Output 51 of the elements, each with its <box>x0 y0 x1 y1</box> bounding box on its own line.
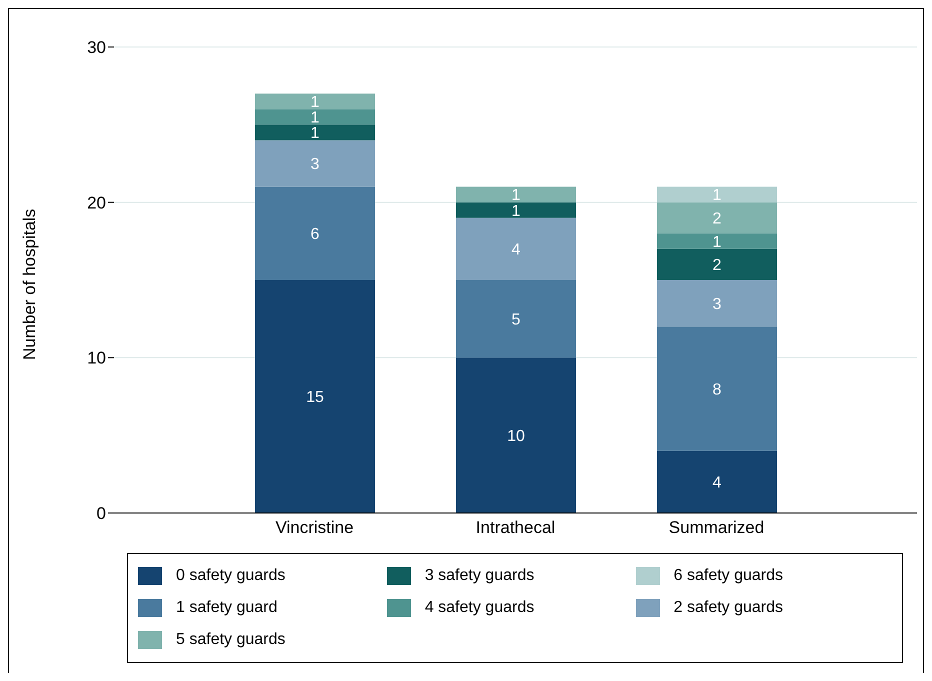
data-label: 6 <box>310 226 320 244</box>
data-label: 1 <box>310 125 320 142</box>
data-label: 1 <box>512 187 521 204</box>
data-label: 1 <box>712 187 722 204</box>
data-label: 3 <box>310 156 320 174</box>
bar <box>456 202 576 218</box>
bar <box>456 186 576 202</box>
bar <box>657 186 777 202</box>
x-tick-label: Summarized <box>668 518 764 538</box>
x-tick-label: Intrathecal <box>476 518 556 538</box>
data-label: 2 <box>712 257 722 274</box>
y-tick-label: 30 <box>87 38 106 58</box>
x-tick-label: Vincristine <box>275 518 354 538</box>
bar <box>255 186 375 280</box>
y-tick-label: 20 <box>87 193 106 212</box>
bar <box>657 233 777 249</box>
bar <box>255 124 375 140</box>
legend-label: 6 safety guards <box>674 567 784 584</box>
data-label: 5 <box>512 312 521 329</box>
data-label: 1 <box>512 202 521 220</box>
data-label: 10 <box>507 428 525 446</box>
data-label: 2 <box>712 210 722 228</box>
y-axis-title: Number of hospitals <box>20 208 40 360</box>
bar <box>255 109 375 125</box>
data-label: 15 <box>306 389 324 406</box>
bar <box>456 218 576 280</box>
bar <box>657 202 777 234</box>
bar <box>255 280 375 513</box>
bar <box>255 94 375 110</box>
bar <box>657 450 777 513</box>
data-label: 1 <box>310 110 320 127</box>
y-tick-label: 0 <box>96 504 106 524</box>
legend-label: 5 safety guards <box>176 631 286 648</box>
bar <box>255 140 375 187</box>
bar <box>456 358 576 513</box>
data-label: 4 <box>512 242 521 259</box>
data-label: 1 <box>310 94 320 112</box>
legend-label: 1 safety guard <box>176 599 278 616</box>
data-label: 3 <box>712 296 722 313</box>
y-tick-label: 10 <box>87 348 106 368</box>
bar <box>657 248 777 280</box>
legend-label: 3 safety guards <box>424 567 534 584</box>
bar <box>657 280 777 327</box>
legend-label: 0 safety guards <box>176 567 286 584</box>
data-label: 4 <box>712 474 722 492</box>
bar <box>456 280 576 358</box>
data-label: 1 <box>712 234 722 251</box>
legend-label: 4 safety guards <box>424 599 534 616</box>
legend-label: 2 safety guards <box>674 599 784 616</box>
bar <box>657 326 777 451</box>
data-label: 8 <box>712 381 722 398</box>
